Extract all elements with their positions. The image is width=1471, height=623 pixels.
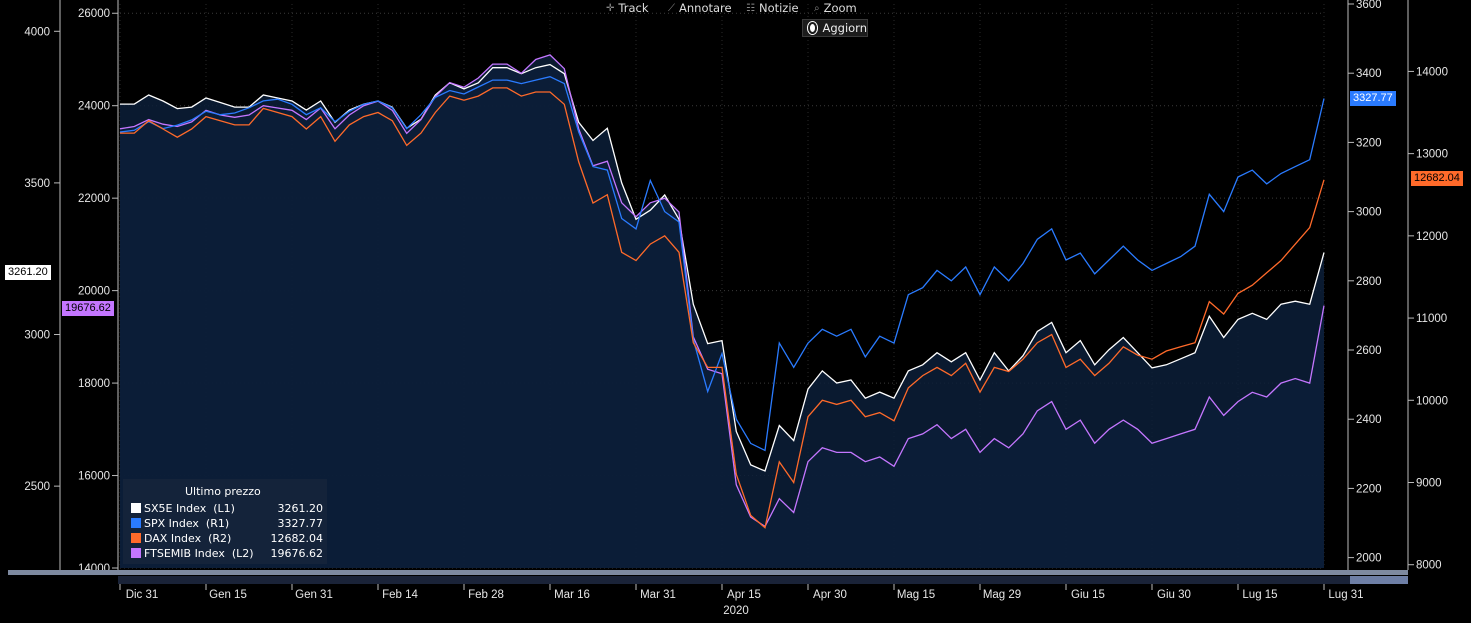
series-line [119, 76, 1325, 452]
legend-row: FTSEMIB Index (L2) 19676.62 [131, 546, 323, 560]
x-axis-tick-label: Dic 31 [126, 589, 159, 601]
axis-tick-label: 2600 [1356, 345, 1382, 357]
legend-value: 19676.62 [270, 546, 324, 560]
legend-value: 12682.04 [270, 531, 324, 545]
update-button[interactable]: Aggiorn [802, 19, 868, 37]
legend-row: SPX Index (R1) 3327.77 [131, 516, 323, 530]
axis-tick-label: 8000 [1416, 560, 1442, 572]
series-line [120, 63, 1325, 472]
axis-tick-label: 3200 [1356, 137, 1382, 149]
dax-last-tag: 12682.04 [1411, 171, 1463, 186]
axis-tick-label: 22000 [78, 193, 110, 205]
legend-swatch [131, 533, 141, 543]
axis-tick-label: 24000 [78, 101, 110, 113]
navigator-bar [8, 570, 1408, 575]
news-label: Notizie [758, 1, 799, 15]
pencil-icon: ⟋ [668, 2, 675, 14]
news-icon: ☷ [746, 2, 755, 14]
x-axis-tick-label: Feb 14 [382, 589, 418, 601]
axis-tick-label: 4000 [24, 26, 50, 38]
legend-name: FTSEMIB Index (L2) [144, 546, 254, 560]
x-axis-tick-label: Apr 30 [813, 589, 847, 601]
series-line [120, 87, 1325, 529]
navigator-handle [1350, 576, 1408, 584]
x-axis-tick-label: Feb 28 [468, 589, 504, 601]
x-axis-tick-label: Apr 15 [727, 589, 761, 601]
x-axis-tick-label: Mag 29 [983, 589, 1021, 601]
axis-tick-label: 3000 [24, 330, 50, 342]
legend-row: SX5E Index (L1) 3261.20 [131, 501, 323, 515]
x-axis-tick-label: Giu 15 [1071, 589, 1105, 601]
x-axis-tick-label: Lug 15 [1242, 589, 1277, 601]
axis-tick-label: 2800 [1356, 276, 1382, 288]
legend-row: DAX Index (R2) 12682.04 [131, 531, 323, 545]
axis-tick-label: 12000 [1416, 231, 1448, 243]
legend-value: 3261.20 [277, 501, 324, 515]
series-lines [119, 54, 1325, 529]
axis-tick-label: 3000 [1356, 207, 1382, 219]
axis-tick-label: 10000 [1416, 395, 1448, 407]
ftsemib-last-tag: 19676.62 [62, 301, 114, 316]
annotate-button[interactable]: ⟋ Annotare [668, 0, 732, 16]
x-axis-tick-label: Gen 31 [295, 589, 333, 601]
axis-tick-label: 3500 [24, 178, 50, 190]
axis-tick-label: 20000 [78, 286, 110, 298]
zoom-label: Zoom [823, 1, 857, 15]
axis-tick-label: 14000 [1416, 66, 1448, 78]
track-button[interactable]: ✛ Track [606, 0, 648, 16]
axis-tick-label: 3400 [1356, 68, 1382, 80]
area-fills [120, 54, 1324, 568]
news-button[interactable]: ☷ Notizie [746, 0, 799, 16]
legend-name: DAX Index (R2) [144, 531, 232, 545]
annotate-label: Annotare [679, 1, 732, 15]
legend: Ultimo prezzo SX5E Index (L1) 3261.20 SP… [123, 479, 327, 564]
axis-tick-label: 2200 [1356, 483, 1382, 495]
axis-tick-label: 26000 [78, 8, 110, 20]
x-axis-year-label: 2020 [723, 605, 749, 617]
legend-name: SPX Index (R1) [144, 516, 230, 530]
axis-tick-label: 9000 [1416, 477, 1442, 489]
legend-swatch [131, 503, 141, 513]
x-axis-tick-label: Giu 30 [1157, 589, 1191, 601]
sx5e-last-tag: 3261.20 [5, 265, 51, 280]
spx-last-tag: 3327.77 [1350, 91, 1396, 106]
crosshair-icon: ✛ [606, 2, 615, 14]
x-axis-tick-label: Mar 31 [640, 589, 676, 601]
radio-icon [808, 22, 818, 34]
x-axis-tick-label: Mag 15 [897, 589, 935, 601]
axis-tick-label: 2000 [1356, 553, 1382, 565]
update-label: Aggiorn [822, 21, 867, 35]
axis-tick-label: 13000 [1416, 149, 1448, 161]
x-axis-tick-label: Mar 16 [554, 589, 590, 601]
axis-tick-label: 18000 [78, 378, 110, 390]
series-area [120, 54, 1324, 568]
legend-value: 3327.77 [277, 516, 324, 530]
axis-tick-label: 3600 [1356, 0, 1382, 11]
axes: 14000 16000 18000 20000 22000 24000 26000 2500 3… [8, 0, 1448, 617]
legend-swatch [131, 518, 141, 528]
x-axis-tick-label: Gen 15 [209, 589, 247, 601]
navigator-strip [118, 576, 1350, 584]
track-label: Track [618, 1, 649, 15]
axis-tick-label: 2500 [24, 481, 50, 493]
legend-swatch [131, 548, 141, 558]
legend-header: Ultimo prezzo [185, 485, 261, 498]
axis-tick-label: 11000 [1416, 313, 1447, 325]
x-axis-tick-label: Lug 31 [1328, 589, 1363, 601]
zoom-button[interactable]: ⌕ Zoom [814, 0, 857, 16]
axis-tick-label: 2400 [1356, 414, 1382, 426]
axis-tick-label: 16000 [78, 471, 110, 483]
legend-name: SX5E Index (L1) [144, 501, 235, 515]
magnifier-icon: ⌕ [814, 2, 820, 14]
